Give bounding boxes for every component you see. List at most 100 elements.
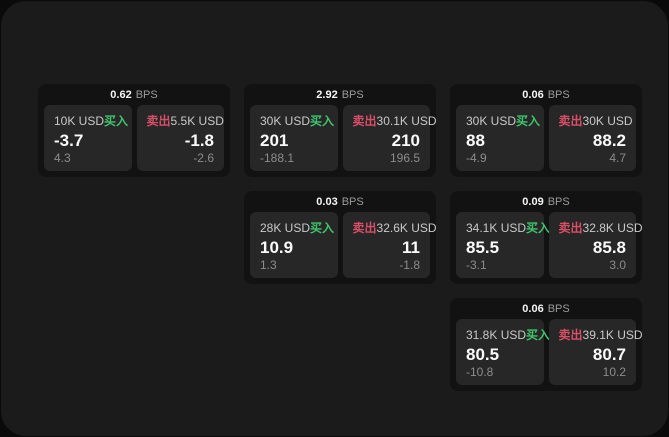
sell-panel-header: 卖出 39.1K USD <box>558 326 643 343</box>
sell-price: 85.8 <box>592 238 626 257</box>
sell-delta: 4.7 <box>609 151 626 165</box>
buy-amount: 31.8K USD <box>466 328 527 342</box>
card-panels: 30K USD 买入 201 -188.1 卖出 30.1K USD 210 1… <box>250 105 437 171</box>
buy-panel[interactable]: 30K USD 买入 88 -4.9 <box>456 105 544 171</box>
card-panels: 31.8K USD 买入 80.5 -10.8 卖出 39.1K USD 80.… <box>456 319 643 385</box>
quote-card: 0.06 BPS 30K USD 买入 88 -4.9 卖出 30K USD 8… <box>450 84 642 177</box>
buy-side-label: 买入 <box>104 114 129 128</box>
card-header: 0.03 BPS <box>244 191 436 211</box>
buy-side-label: 买入 <box>526 328 551 342</box>
bps-unit-label: BPS <box>547 196 570 208</box>
buy-amount: 28K USD <box>260 221 311 235</box>
buy-delta: 4.3 <box>54 151 71 165</box>
quote-card: 0.62 BPS 10K USD 买入 -3.7 4.3 卖出 5.5K USD… <box>38 84 230 177</box>
sell-side-label: 卖出 <box>352 114 377 128</box>
sell-panel[interactable]: 卖出 30.1K USD 210 196.5 <box>342 105 437 171</box>
card-panels: 28K USD 买入 10.9 1.3 卖出 32.6K USD 11 -1.8 <box>250 212 437 278</box>
sell-amount: 30K USD <box>582 114 633 128</box>
buy-panel-header: 28K USD 买入 <box>260 219 334 236</box>
sell-delta: 3.0 <box>609 258 626 272</box>
quote-card: 0.09 BPS 34.1K USD 买入 85.5 -3.1 卖出 32.8K… <box>450 191 643 284</box>
buy-price: 10.9 <box>260 238 294 257</box>
buy-side-label: 买入 <box>526 221 551 235</box>
buy-panel-header: 30K USD 买入 <box>466 112 540 129</box>
card-header: 2.92 BPS <box>244 84 436 104</box>
buy-delta: 1.3 <box>260 258 277 272</box>
sell-price: 88.2 <box>592 131 626 150</box>
buy-side-label: 买入 <box>310 114 335 128</box>
buy-panel-header: 31.8K USD 买入 <box>466 326 550 343</box>
sell-panel-header: 卖出 30.1K USD <box>352 112 437 129</box>
buy-amount: 34.1K USD <box>466 221 527 235</box>
buy-price: 88 <box>466 131 485 150</box>
buy-delta: -3.1 <box>466 258 487 272</box>
buy-delta: -10.8 <box>466 365 494 379</box>
sell-side-label: 卖出 <box>146 114 171 128</box>
buy-panel[interactable]: 28K USD 买入 10.9 1.3 <box>250 212 338 278</box>
buy-panel[interactable]: 30K USD 买入 201 -188.1 <box>250 105 338 171</box>
sell-amount: 30.1K USD <box>376 114 437 128</box>
quote-card: 0.06 BPS 31.8K USD 买入 80.5 -10.8 卖出 39.1… <box>450 298 643 391</box>
buy-panel-header: 10K USD 买入 <box>54 112 128 129</box>
sell-side-label: 卖出 <box>352 221 377 235</box>
card-header: 0.06 BPS <box>450 298 642 318</box>
card-header: 0.09 BPS <box>450 191 642 211</box>
bps-unit-label: BPS <box>547 303 570 315</box>
buy-panel[interactable]: 31.8K USD 买入 80.5 -10.8 <box>456 319 550 385</box>
buy-price: 80.5 <box>466 345 500 364</box>
bps-value: 0.09 <box>522 196 544 208</box>
sell-side-label: 卖出 <box>558 114 583 128</box>
bps-value: 0.06 <box>522 303 544 315</box>
buy-delta: -188.1 <box>260 151 295 165</box>
quote-card: 0.03 BPS 28K USD 买入 10.9 1.3 卖出 32.6K US… <box>244 191 437 284</box>
bps-unit-label: BPS <box>547 89 570 101</box>
sell-amount: 32.6K USD <box>376 221 437 235</box>
buy-amount: 10K USD <box>54 114 105 128</box>
buy-price: 201 <box>260 131 289 150</box>
sell-panel-header: 卖出 5.5K USD <box>146 112 224 129</box>
quote-card: 2.92 BPS 30K USD 买入 201 -188.1 卖出 30.1K … <box>244 84 437 177</box>
sell-panel-header: 卖出 32.6K USD <box>352 219 437 236</box>
sell-side-label: 卖出 <box>558 328 583 342</box>
bps-value: 0.06 <box>522 89 544 101</box>
sell-price: 11 <box>402 238 420 257</box>
buy-side-label: 买入 <box>516 114 541 128</box>
buy-panel-header: 34.1K USD 买入 <box>466 219 550 236</box>
card-panels: 30K USD 买入 88 -4.9 卖出 30K USD 88.2 4.7 <box>456 105 636 171</box>
buy-panel[interactable]: 34.1K USD 买入 85.5 -3.1 <box>456 212 550 278</box>
sell-panel-header: 卖出 30K USD <box>558 112 633 129</box>
sell-price: 210 <box>391 131 420 150</box>
bps-value: 0.62 <box>110 89 132 101</box>
bps-unit-label: BPS <box>341 196 364 208</box>
bps-unit-label: BPS <box>341 89 364 101</box>
buy-panel[interactable]: 10K USD 买入 -3.7 4.3 <box>44 105 132 171</box>
sell-panel[interactable]: 卖出 39.1K USD 80.7 10.2 <box>548 319 643 385</box>
buy-price: 85.5 <box>466 238 500 257</box>
quote-card-grid: 0.62 BPS 10K USD 买入 -3.7 4.3 卖出 5.5K USD… <box>38 84 643 391</box>
sell-price: 80.7 <box>592 345 626 364</box>
bps-unit-label: BPS <box>135 89 158 101</box>
card-panels: 10K USD 买入 -3.7 4.3 卖出 5.5K USD -1.8 -2.… <box>44 105 224 171</box>
sell-delta: -2.6 <box>193 151 214 165</box>
buy-price: -3.7 <box>54 131 84 150</box>
sell-delta: 196.5 <box>389 151 420 165</box>
sell-price: -1.8 <box>184 131 214 150</box>
card-header: 0.62 BPS <box>38 84 230 104</box>
sell-panel-header: 卖出 32.8K USD <box>559 219 643 236</box>
buy-amount: 30K USD <box>466 114 517 128</box>
buy-delta: -4.9 <box>466 151 487 165</box>
buy-panel-header: 30K USD 买入 <box>260 112 334 129</box>
sell-panel[interactable]: 卖出 5.5K USD -1.8 -2.6 <box>136 105 224 171</box>
sell-panel[interactable]: 卖出 30K USD 88.2 4.7 <box>548 105 636 171</box>
bps-value: 2.92 <box>316 89 338 101</box>
sell-delta: 10.2 <box>602 365 626 379</box>
buy-amount: 30K USD <box>260 114 311 128</box>
sell-amount: 32.8K USD <box>582 221 643 235</box>
sell-amount: 5.5K USD <box>170 114 224 128</box>
bps-value: 0.03 <box>316 196 338 208</box>
sell-panel[interactable]: 卖出 32.6K USD 11 -1.8 <box>342 212 437 278</box>
card-header: 0.06 BPS <box>450 84 642 104</box>
sell-panel[interactable]: 卖出 32.8K USD 85.8 3.0 <box>548 212 643 278</box>
sell-amount: 39.1K USD <box>582 328 643 342</box>
